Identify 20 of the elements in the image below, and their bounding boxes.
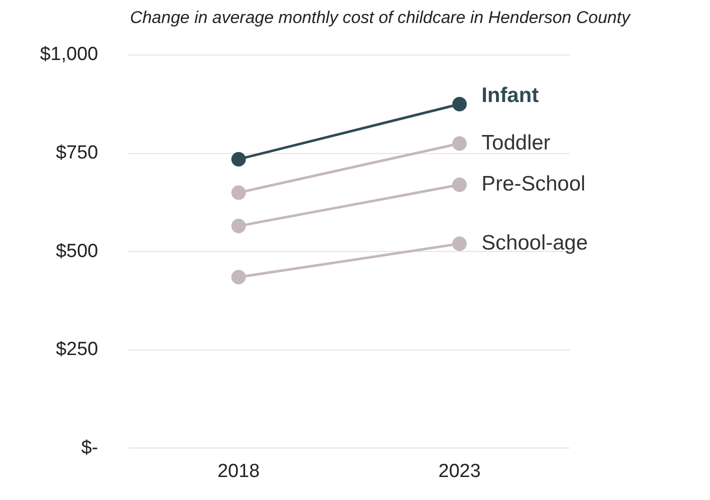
point bbox=[231, 218, 246, 234]
x-tick-label: 2023 bbox=[438, 460, 481, 482]
point bbox=[452, 178, 467, 192]
y-tick-label: $250 bbox=[56, 339, 98, 360]
series-label: Infant bbox=[482, 84, 539, 107]
point bbox=[452, 136, 467, 151]
point bbox=[452, 236, 467, 251]
point bbox=[231, 152, 246, 166]
point bbox=[452, 96, 467, 112]
y-tick-label: $750 bbox=[56, 142, 98, 164]
point bbox=[231, 185, 246, 200]
chart-title: Change in average monthly cost of childcare in Henderson County bbox=[129, 8, 632, 28]
series-label: Toddler bbox=[482, 131, 550, 154]
y-tick-label: $500 bbox=[56, 240, 98, 262]
series-label: School-age bbox=[482, 232, 588, 255]
point bbox=[231, 270, 246, 284]
y-tick-label: $- bbox=[81, 437, 98, 458]
x-tick-label: 2018 bbox=[217, 460, 260, 482]
series-label: Pre-School bbox=[482, 172, 586, 196]
y-tick-label: $1,000 bbox=[40, 44, 98, 66]
